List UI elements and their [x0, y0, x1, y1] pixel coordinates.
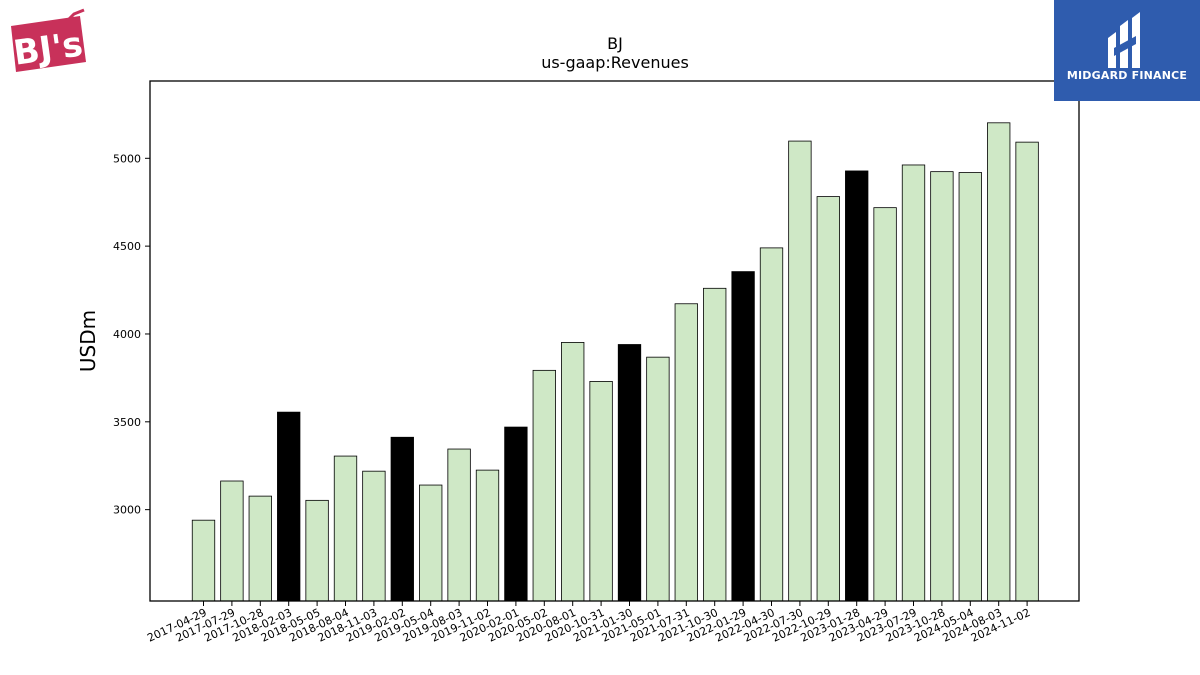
y-tick-label: 4000 [113, 328, 141, 341]
bar-2022-04-30 [759, 247, 784, 602]
bar-2020-10-31 [589, 381, 613, 602]
y-axis: 3000 3500 4000 4500 5000 [113, 152, 150, 517]
bar-2021-01-30 [617, 344, 642, 602]
bjs-logo: BJ's [8, 8, 90, 76]
bar-2018-05-05 [305, 499, 329, 602]
plot-frame [149, 80, 1080, 602]
chart-subtitle: us-gaap:Revenues [541, 53, 689, 72]
x-axis: 2017-04-292017-07-292017-10-282018-02-03… [145, 601, 1032, 645]
y-tick-label: 4500 [113, 240, 141, 253]
bar-2018-08-04 [333, 455, 358, 602]
bar-2024-05-04 [958, 172, 982, 602]
bar-2019-11-02 [475, 469, 500, 602]
bar-2018-02-03 [277, 411, 301, 602]
bar-2020-02-01 [504, 426, 528, 602]
bar-2018-11-03 [362, 470, 386, 602]
y-tick-label: 3500 [113, 416, 141, 429]
midgard-mark-icon [1108, 12, 1140, 68]
bar-2024-08-03 [987, 122, 1011, 602]
bar-2017-07-29 [220, 480, 244, 602]
bar-2020-08-01 [561, 342, 585, 602]
bar-2024-11-02 [1015, 141, 1039, 602]
bar-2017-04-29 [191, 519, 216, 602]
chart-title: BJ [607, 34, 623, 53]
bar-2021-07-31 [674, 303, 698, 602]
bjs-logo-text: BJ's [11, 24, 85, 73]
y-tick-label: 3000 [113, 504, 141, 517]
bar-2023-07-29 [901, 164, 926, 602]
bar-2019-02-02 [390, 436, 414, 602]
bar-2023-04-29 [873, 207, 897, 602]
bar-2023-01-28 [845, 170, 869, 602]
bar-2022-07-30 [788, 140, 812, 602]
midgard-finance-logo: MIDGARD FINANCE [1054, 0, 1200, 101]
bar-2019-05-04 [419, 484, 443, 602]
bar-2021-10-30 [703, 287, 727, 602]
bar-2017-10-28 [248, 495, 272, 602]
bar-2019-08-03 [447, 448, 471, 602]
bar-2023-10-28 [930, 171, 954, 602]
bar-2022-10-29 [816, 196, 840, 602]
bars-group [191, 122, 1039, 602]
bar-2022-01-29 [731, 271, 755, 602]
midgard-logo-text: MIDGARD FINANCE [1066, 69, 1188, 82]
y-axis-label: USDm [76, 310, 100, 372]
bar-2020-05-02 [532, 369, 556, 602]
bar-2021-05-01 [646, 356, 670, 602]
y-tick-label: 5000 [113, 152, 141, 165]
